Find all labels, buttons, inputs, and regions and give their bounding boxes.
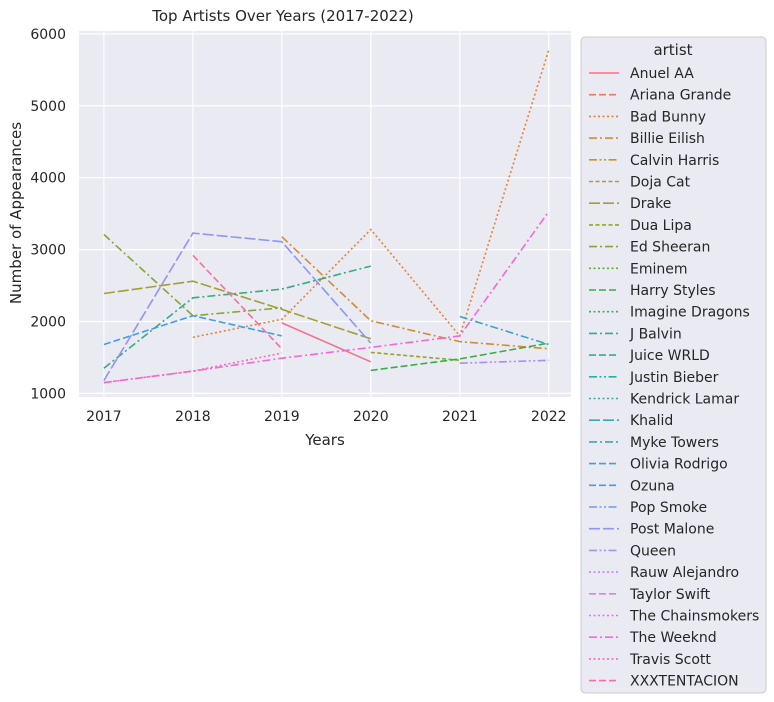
series-layer [103, 49, 550, 384]
legend-label-harry-styles: Harry Styles [630, 283, 716, 299]
legend-label-olivia-rodrigo: Olivia Rodrigo [630, 457, 728, 473]
series-line-ozuna [103, 314, 282, 346]
series-line-queen [459, 359, 549, 364]
legend-title: artist [653, 41, 692, 59]
legend-label-dua-lipa: Dua Lipa [630, 218, 692, 234]
legend-label-anuel-aa: Anuel AA [630, 66, 694, 82]
legend-label-ozuna: Ozuna [630, 478, 675, 494]
legend-label-ariana-grande: Ariana Grande [630, 88, 731, 104]
legend-label-the-chainsmokers: The Chainsmokers [629, 609, 759, 625]
legend-label-khalid: Khalid [630, 413, 673, 429]
legend-label-juice-wrld: Juice WRLD [629, 348, 710, 364]
y-tick-label: 6000 [30, 27, 66, 43]
y-tick-label: 1000 [30, 386, 66, 402]
legend-label-ed-sheeran: Ed Sheeran [630, 240, 710, 256]
legend-label-xxxtentacion: XXXTENTACION [630, 674, 739, 690]
legend-label-j-balvin: J Balvin [629, 326, 682, 342]
legend-label-the-weeknd: The Weeknd [629, 630, 717, 646]
x-tick-label: 2020 [353, 409, 389, 425]
y-tick-label: 3000 [30, 243, 66, 259]
x-tick-label: 2017 [86, 409, 122, 425]
legend-label-billie-eilish: Billie Eilish [630, 131, 705, 147]
series-line-post-malone [103, 232, 372, 381]
series-line-harry-styles [370, 342, 549, 372]
series-line-the-weeknd [103, 211, 550, 384]
x-tick-label: 2018 [175, 409, 211, 425]
legend-label-doja-cat: Doja Cat [630, 175, 691, 191]
grid [79, 31, 571, 397]
legend-box [580, 36, 767, 694]
legend-label-post-malone: Post Malone [630, 522, 714, 538]
y-tick-label: 5000 [30, 99, 66, 115]
x-axis-label: Years [304, 431, 345, 449]
ticks: 2017 2018 2019 2020 2021 2022 1000 2000 3000 4000… [30, 27, 566, 425]
series-line-xxxtentacion [192, 254, 283, 350]
legend-items: Anuel AA Ariana Grande Bad Bunny Billie Eil… [589, 66, 759, 690]
x-tick-label: 2019 [264, 409, 300, 425]
chart-title: Top Artists Over Years (2017-2022) [151, 7, 414, 25]
legend-label-drake: Drake [630, 196, 671, 212]
legend-label-eminem: Eminem [630, 261, 688, 277]
series-line-travis-scott [103, 352, 282, 384]
series-line-ed-sheeran [103, 233, 282, 317]
legend-label-myke-towers: Myke Towers [630, 435, 719, 451]
legend-label-travis-scott: Travis Scott [629, 652, 711, 668]
x-tick-label: 2022 [531, 409, 567, 425]
series-line-dua-lipa [370, 351, 460, 362]
legend-label-pop-smoke: Pop Smoke [630, 500, 707, 516]
legend-label-rauw-alejandro: Rauw Alejandro [630, 565, 739, 581]
x-tick-label: 2021 [442, 409, 478, 425]
legend-label-justin-bieber: Justin Bieber [629, 370, 719, 386]
y-tick-label: 4000 [30, 171, 66, 187]
y-axis-label: Number of Appearances [7, 122, 25, 304]
legend: artist Anuel AA Ariana Grande Bad Bunny Bil… [580, 36, 767, 694]
legend-label-kendrick-lamar: Kendrick Lamar [630, 392, 739, 408]
legend-label-queen: Queen [630, 543, 676, 559]
plot-background [79, 31, 571, 397]
series-line-anuel-aa [281, 322, 372, 363]
legend-label-taylor-swift: Taylor Swift [629, 587, 711, 603]
legend-label-bad-bunny: Bad Bunny [630, 109, 706, 125]
legend-label-calvin-harris: Calvin Harris [630, 153, 719, 169]
legend-label-imagine-dragons: Imagine Dragons [630, 305, 750, 321]
y-tick-label: 2000 [30, 314, 66, 330]
series-line-billie-eilish [281, 236, 549, 350]
series-line-drake [103, 280, 372, 340]
series-line-bad-bunny [192, 49, 550, 339]
